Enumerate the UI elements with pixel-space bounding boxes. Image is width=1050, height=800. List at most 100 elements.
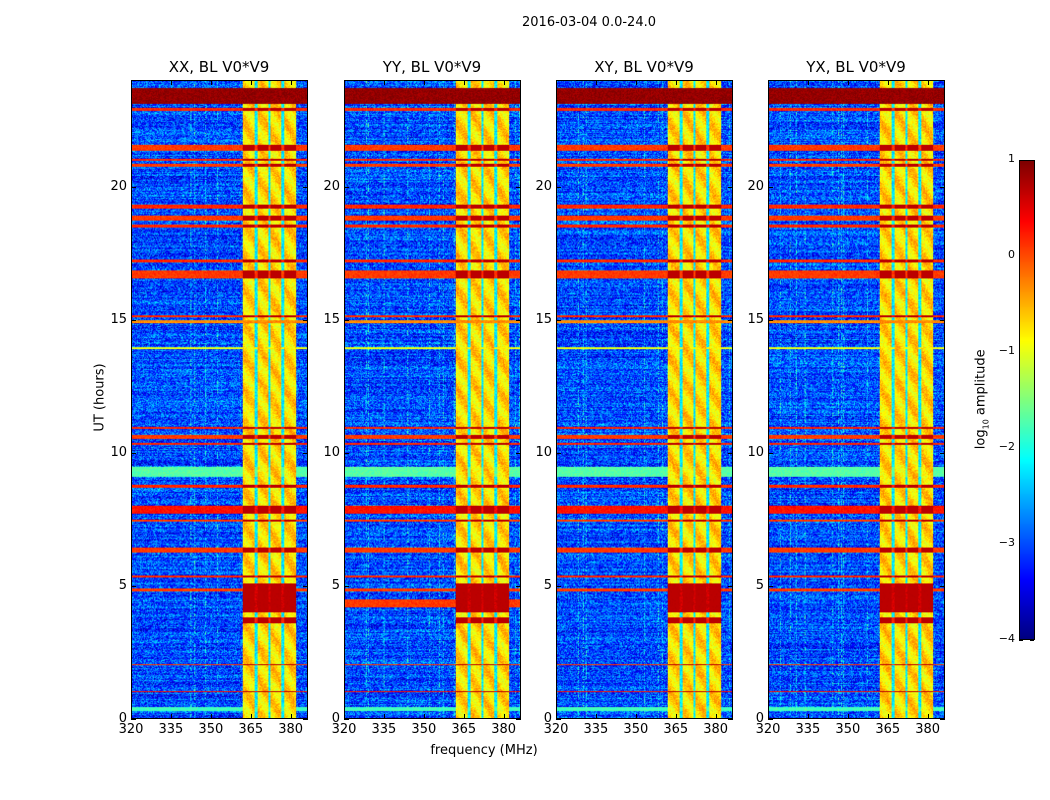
y-tick-label: 10: [747, 444, 764, 460]
colorbar-label: log10 amplitude: [974, 339, 991, 459]
y-tick: [344, 719, 349, 720]
x-tick: [847, 80, 849, 85]
y-tick: [344, 452, 349, 454]
x-tick-label: 335: [583, 722, 609, 737]
x-tick: [463, 714, 465, 719]
y-tick: [516, 452, 521, 454]
y-tick-label: 0: [543, 711, 552, 726]
y-tick-label: 5: [331, 577, 340, 593]
y-tick: [303, 452, 308, 454]
y-tick-label: 15: [535, 311, 552, 327]
y-tick: [303, 719, 308, 720]
y-tick-label: 5: [755, 577, 764, 593]
y-tick: [768, 719, 773, 720]
y-tick-label: 10: [323, 444, 340, 460]
y-axis-label: UT (hours): [92, 363, 108, 432]
y-tick: [131, 585, 136, 587]
colorbar-tick-label: 1: [1008, 152, 1015, 165]
colorbar-tick-label: −3: [998, 536, 1015, 549]
y-tick-label: 0: [755, 711, 764, 726]
y-tick: [131, 719, 136, 720]
x-tick: [250, 80, 252, 85]
x-tick: [503, 714, 505, 719]
colorbar-tick-label: −1: [998, 344, 1015, 357]
x-tick: [463, 80, 465, 85]
x-tick-label: 350: [623, 722, 649, 737]
y-tick: [556, 719, 561, 720]
colorbar: [1019, 160, 1035, 640]
y-tick-label: 5: [118, 577, 127, 593]
x-tick-label: 320: [543, 722, 569, 737]
y-tick: [768, 186, 773, 188]
x-tick-label: 335: [371, 722, 397, 737]
x-tick: [170, 714, 172, 719]
x-tick: [715, 80, 717, 85]
x-tick-label: 320: [118, 722, 144, 737]
x-tick-label: 320: [755, 722, 781, 737]
panel-title: XX, BL V0*V9: [168, 58, 270, 76]
x-tick: [595, 714, 597, 719]
x-tick: [847, 714, 849, 719]
y-tick: [768, 452, 773, 454]
x-tick-label: 380: [278, 722, 304, 737]
x-tick-label: 365: [663, 722, 689, 737]
y-tick-label: 20: [747, 178, 764, 194]
x-tick: [715, 714, 717, 719]
x-tick: [290, 80, 292, 85]
y-tick-label: 10: [535, 444, 552, 460]
y-tick-label: 15: [110, 311, 127, 327]
x-tick: [595, 80, 597, 85]
figure-title: 2016-03-04 0.0-24.0: [522, 15, 656, 30]
x-tick: [250, 714, 252, 719]
x-tick: [768, 714, 769, 719]
y-tick: [344, 585, 349, 587]
heatmap-image: [345, 81, 520, 718]
y-tick: [556, 319, 561, 321]
y-tick: [728, 452, 733, 454]
x-tick: [290, 714, 292, 719]
colorbar-label-log: log: [973, 429, 989, 450]
x-axis-label: frequency (MHz): [430, 743, 538, 758]
x-tick: [927, 714, 929, 719]
y-tick: [344, 186, 349, 188]
y-tick: [556, 186, 561, 188]
x-tick: [635, 714, 637, 719]
x-tick: [131, 80, 132, 85]
panel-title: XY, BL V0*V9: [594, 58, 694, 76]
y-tick: [728, 319, 733, 321]
y-tick: [516, 319, 521, 321]
colorbar-tick: [1019, 640, 1023, 641]
x-tick-label: 380: [703, 722, 729, 737]
heatmap-panel: [344, 80, 521, 719]
y-tick: [303, 585, 308, 587]
colorbar-tick: [1030, 640, 1034, 641]
y-tick: [516, 585, 521, 587]
x-tick: [383, 80, 385, 85]
y-tick-label: 15: [323, 311, 340, 327]
y-tick: [768, 319, 773, 321]
y-tick: [516, 186, 521, 188]
colorbar-tick-label: 0: [1008, 248, 1015, 261]
y-tick-label: 10: [110, 444, 127, 460]
heatmap-panel: [768, 80, 945, 719]
x-tick: [423, 80, 425, 85]
y-tick: [728, 719, 733, 720]
x-tick: [768, 80, 769, 85]
y-tick: [131, 186, 136, 188]
y-tick: [303, 186, 308, 188]
x-tick-label: 365: [451, 722, 477, 737]
x-tick: [344, 714, 345, 719]
colorbar-tick-label: −4: [998, 632, 1015, 645]
y-tick: [940, 319, 945, 321]
x-tick: [423, 714, 425, 719]
x-tick-label: 320: [331, 722, 357, 737]
x-tick-label: 350: [411, 722, 437, 737]
heatmap-panel: [131, 80, 308, 719]
y-tick-label: 5: [543, 577, 552, 593]
x-tick-label: 350: [835, 722, 861, 737]
x-tick: [131, 714, 132, 719]
heatmap-image: [769, 81, 944, 718]
heatmap-image: [557, 81, 732, 718]
y-tick: [556, 585, 561, 587]
x-tick: [927, 80, 929, 85]
